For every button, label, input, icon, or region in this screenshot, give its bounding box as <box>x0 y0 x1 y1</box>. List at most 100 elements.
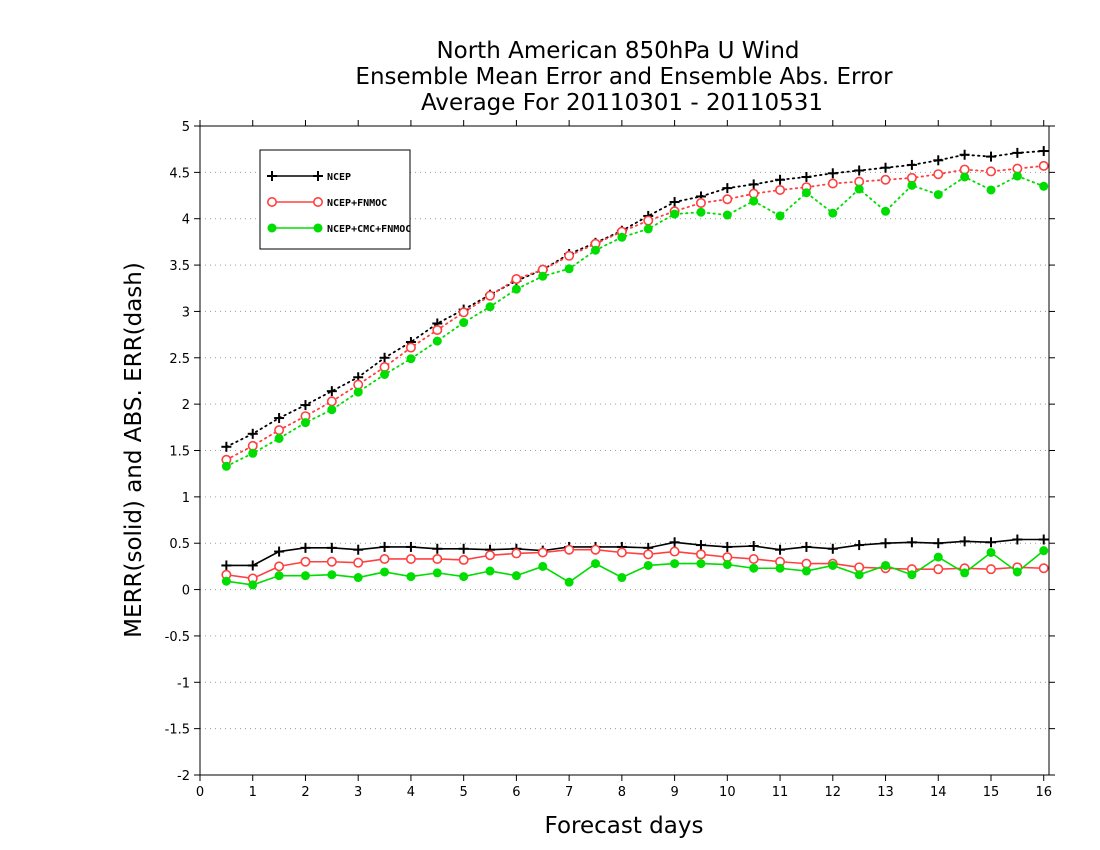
x-tick-label: 4 <box>407 785 415 800</box>
series-0-abs-err-point <box>247 428 258 439</box>
series-2-mean-err-point <box>907 570 917 580</box>
y-axis-label: MERR(solid) and ABS. ERR(dash) <box>121 262 147 638</box>
series-2-mean-err-point <box>960 568 970 578</box>
series-1-abs-err-point <box>485 290 496 301</box>
legend-box <box>259 149 411 250</box>
series-0-mean-err-point <box>1038 534 1049 545</box>
series-0-mean-err-point <box>827 543 838 554</box>
series-2-mean-err-point <box>696 559 706 569</box>
series-2-mean-err-point <box>775 563 785 573</box>
x-tick-label: 5 <box>460 785 468 800</box>
title-line-1: North American 850hPa U Wind <box>436 38 799 64</box>
series-2-mean-err-point <box>564 577 574 587</box>
series-0-mean-err-point <box>353 544 364 555</box>
series-0-abs-err-point <box>722 183 733 194</box>
series-2-mean-err-point <box>933 552 943 562</box>
series-1-mean-err-point <box>274 561 285 572</box>
series-2-mean-err-point <box>459 572 469 582</box>
series-1-abs-err-point <box>880 174 891 185</box>
x-tick-label: 1 <box>249 785 257 800</box>
series-1-abs-err-point <box>695 197 706 208</box>
series-2-abs-err-point <box>617 232 627 242</box>
x-tick-label: 16 <box>1035 785 1052 800</box>
series-2-mean-err-line <box>226 550 1045 586</box>
series-1-abs-err-point <box>326 396 337 407</box>
x-axis-label: Forecast days <box>545 813 704 839</box>
series-0-abs-err-point <box>801 171 812 182</box>
series-1-mean-err-point <box>1038 563 1049 574</box>
legend-marker-left <box>267 223 277 233</box>
series-2-abs-err-point <box>696 207 706 217</box>
y-tick-label: 1 <box>182 491 190 506</box>
series-2-abs-err-point <box>933 190 943 200</box>
series-1-abs-err-point <box>643 215 654 226</box>
series-2-abs-err-point <box>670 209 680 219</box>
y-tick-label: 4.5 <box>169 166 190 181</box>
series-1-mean-err-point <box>511 548 522 559</box>
series-0-mean-err-point <box>326 542 337 553</box>
series-2-mean-err-point <box>353 573 363 583</box>
series-2-mean-err <box>221 546 1049 590</box>
series-2-abs-err-point <box>775 211 785 221</box>
series-2-mean-err-point <box>722 560 732 570</box>
x-tick-label: 12 <box>825 785 842 800</box>
series-2-abs-err-point <box>485 302 495 312</box>
x-tick-label: 7 <box>565 785 573 800</box>
series-1-mean-err-point <box>326 556 337 567</box>
y-tick-label: 2.5 <box>169 352 190 367</box>
series-0-mean-err-point <box>432 543 443 554</box>
series-1-abs-err-point <box>933 169 944 180</box>
series-1-mean-err-point <box>300 556 311 567</box>
series-0-mean-err-point <box>458 543 469 554</box>
series-1-mean-err-point <box>432 553 443 564</box>
series-2-mean-err-point <box>828 560 838 570</box>
series-0-mean-err-point <box>854 540 865 551</box>
legend-marker-left <box>267 171 277 181</box>
series-2-abs-err-point <box>380 369 390 379</box>
series-0-mean-err-point <box>221 560 232 571</box>
series-1-abs-err-point <box>564 250 575 261</box>
legend-label: NCEP <box>327 172 351 183</box>
series-1-mean-err-point <box>695 549 706 560</box>
x-axis-ticks: 0 1 2 3 4 5 6 7 8 9 10 11 12 13 14 15 16 <box>196 120 1052 800</box>
legend-item: NCEP+CMC+FNMOC <box>267 223 411 235</box>
series-2-abs-err-point <box>986 185 996 195</box>
legend: NCEP NCEP+FNMOC NCEP+CMC+FNMOC <box>259 149 411 250</box>
series-2-mean-err-point <box>1039 546 1049 556</box>
series-0-abs-err-point <box>379 352 390 363</box>
series-1-mean-err-point <box>748 553 759 564</box>
series-2-abs-err-line <box>225 175 1045 468</box>
series-2-abs-err-point <box>406 354 416 364</box>
series-0-mean-err <box>221 534 1049 571</box>
series-2-mean-err-point <box>749 563 759 573</box>
x-tick-label: 10 <box>719 785 736 800</box>
series-0-abs-err-point <box>933 155 944 166</box>
series-2-mean-err-point <box>854 570 864 580</box>
series-0-abs-err-point <box>326 386 337 397</box>
series-2-abs-err-point <box>643 224 653 234</box>
series-2-mean-err-point <box>590 559 600 569</box>
series-1-mean-err-point <box>985 564 996 575</box>
series-2-mean-err-point <box>1012 567 1022 577</box>
series-0-abs-err-point <box>748 179 759 190</box>
series-1-mean-err-point <box>405 553 416 564</box>
series-0-mean-err-point <box>300 542 311 553</box>
series-1-mean-err-point <box>458 554 469 565</box>
y-tick-label: 4 <box>182 213 190 228</box>
series-2-abs-err-point <box>907 180 917 190</box>
series-2-abs-err-point <box>221 461 231 471</box>
y-tick-label: 3.5 <box>169 259 190 274</box>
series-0-mean-err-point <box>906 537 917 548</box>
series-1-mean-err-line <box>226 548 1044 580</box>
series-2-abs-err-point <box>881 206 891 216</box>
series-0-mean-err-point <box>775 544 786 555</box>
x-tick-label: 3 <box>354 785 362 800</box>
series-0-mean-err-point <box>933 538 944 549</box>
y-tick-label: 0.5 <box>169 537 190 552</box>
series-2-abs-err-point <box>801 188 811 198</box>
x-tick-label: 14 <box>930 785 947 800</box>
chart-title: North American 850hPa U Wind Ensemble Me… <box>355 38 893 116</box>
series-2-abs-err-point <box>248 448 258 458</box>
series-0-abs-err-point <box>985 151 996 162</box>
series-2-mean-err-point <box>986 547 996 557</box>
